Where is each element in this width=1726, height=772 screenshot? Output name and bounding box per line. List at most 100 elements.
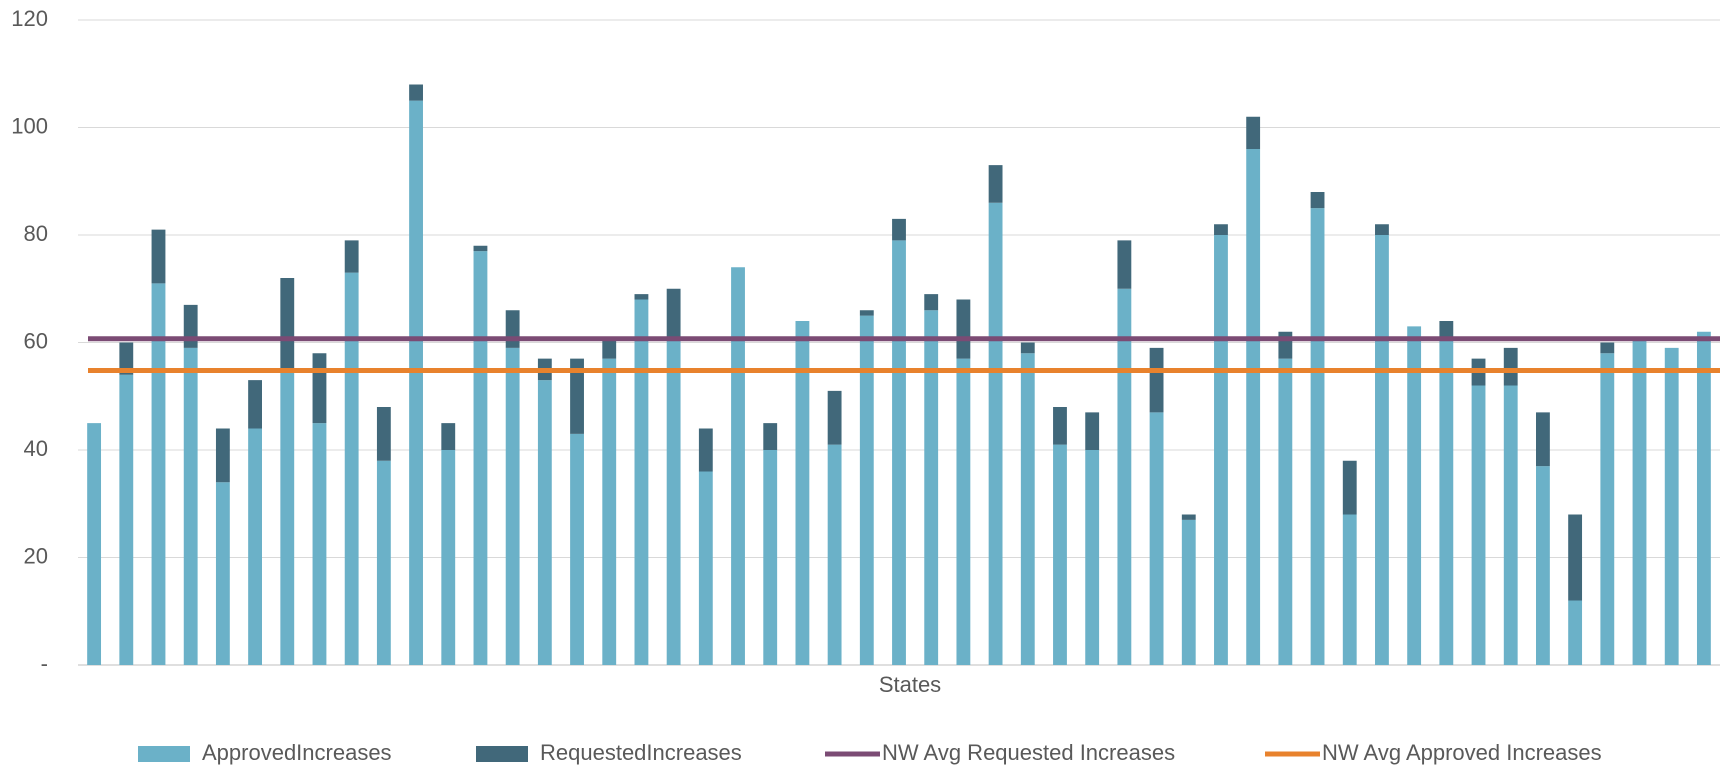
y-tick-label: 20 <box>24 543 48 568</box>
bar-segment <box>859 315 874 665</box>
bar-segment <box>1471 385 1486 665</box>
bar-segment <box>1053 407 1067 445</box>
bar-segment <box>215 428 230 483</box>
y-tick-label: - <box>41 651 48 676</box>
legend-label: NW Avg Approved Increases <box>1322 740 1602 765</box>
bar-segment <box>666 337 681 665</box>
bar-segment <box>151 229 166 284</box>
bar-segment <box>1181 519 1196 665</box>
bar-segment <box>1600 342 1615 354</box>
bar-segment <box>1053 444 1067 665</box>
bar-segment <box>183 347 198 665</box>
bar-segment <box>924 310 939 665</box>
bar-segment <box>119 374 134 665</box>
bar-segment <box>280 278 295 370</box>
y-tick-label: 120 <box>11 6 48 31</box>
bar-segment <box>1246 116 1261 149</box>
bar-segment <box>1149 347 1164 413</box>
bar-segment <box>1407 326 1422 665</box>
legend-label: ApprovedIncreases <box>202 740 392 765</box>
bar-segment <box>795 321 810 665</box>
bar-segment <box>473 245 488 252</box>
bar-segment <box>763 450 778 665</box>
bar-segment <box>1278 358 1293 665</box>
bar-segment <box>119 342 134 375</box>
bar-segment <box>344 272 359 665</box>
bar-segment <box>312 353 327 424</box>
bar-segment <box>215 482 230 665</box>
bar-segment <box>473 251 488 665</box>
bar-segment <box>924 294 939 311</box>
bar-segment <box>1664 347 1679 665</box>
bar-segment <box>1020 342 1035 354</box>
bar-segment <box>1214 235 1228 665</box>
bar-segment <box>505 347 520 665</box>
legend-swatch <box>138 746 190 762</box>
bar-segment <box>763 423 778 450</box>
bar-segment <box>183 304 198 348</box>
bar-segment <box>1696 331 1711 665</box>
bar-segment <box>634 299 649 665</box>
bar-segment <box>1310 208 1325 665</box>
bar-segment <box>1632 337 1647 665</box>
bar-segment <box>666 288 681 338</box>
bar-segment <box>988 202 1003 665</box>
bar-segment <box>956 299 971 359</box>
bar-segment <box>1375 235 1389 665</box>
bar-segment <box>827 444 842 665</box>
bar-segment <box>1568 514 1583 601</box>
y-tick-label: 60 <box>24 328 48 353</box>
bar-segment <box>1568 600 1583 665</box>
bar-segment <box>1503 385 1518 665</box>
bar-segment <box>634 294 649 300</box>
bar-segment <box>1342 514 1357 665</box>
bar-segment <box>570 433 584 665</box>
bar-segment <box>570 358 584 434</box>
bar-segment <box>376 460 391 665</box>
bar-segment <box>441 450 456 665</box>
bar-segment <box>1149 412 1164 665</box>
bar-segment <box>1117 240 1132 289</box>
bar-segment <box>859 310 874 316</box>
bar-segment <box>1342 460 1357 515</box>
bar-segment <box>409 84 423 101</box>
bar-segment <box>1246 149 1261 665</box>
bar-segment <box>537 380 552 665</box>
bar-segment <box>1085 450 1100 665</box>
bar-segment <box>1278 331 1293 359</box>
bar-segment <box>892 240 906 665</box>
bar-segment <box>698 428 713 472</box>
y-tick-label: 100 <box>11 113 48 138</box>
bar-segment <box>280 369 295 665</box>
bar-segment <box>602 358 617 665</box>
bar-segment <box>344 240 359 273</box>
bar-segment <box>1439 321 1454 338</box>
bar-segment <box>1117 288 1132 665</box>
bar-segment <box>827 390 842 445</box>
y-tick-label: 40 <box>24 436 48 461</box>
bar-segment <box>1310 192 1325 209</box>
bar-segment <box>1375 224 1389 235</box>
x-axis-title: States <box>879 672 941 697</box>
bar-segment <box>698 471 713 665</box>
bar-segment <box>1600 353 1615 665</box>
bar-segment <box>376 407 391 461</box>
bar-segment <box>1535 412 1550 467</box>
bar-segment <box>988 165 1003 203</box>
bar-segment <box>1214 224 1228 235</box>
bar-segment <box>312 423 327 665</box>
bar-segment <box>1085 412 1100 450</box>
bar-segment <box>1535 466 1550 665</box>
legend-swatch <box>476 746 528 762</box>
bar-segment <box>441 423 456 450</box>
bar-segment <box>151 283 166 665</box>
legend-label: RequestedIncreases <box>540 740 742 765</box>
bar-segment <box>87 423 102 665</box>
bar-segment <box>1020 353 1035 665</box>
bar-segment <box>248 380 263 429</box>
bar-segment <box>892 218 906 241</box>
bar-segment <box>1503 347 1518 386</box>
bar-segment <box>956 358 971 665</box>
bar-segment <box>602 337 617 359</box>
